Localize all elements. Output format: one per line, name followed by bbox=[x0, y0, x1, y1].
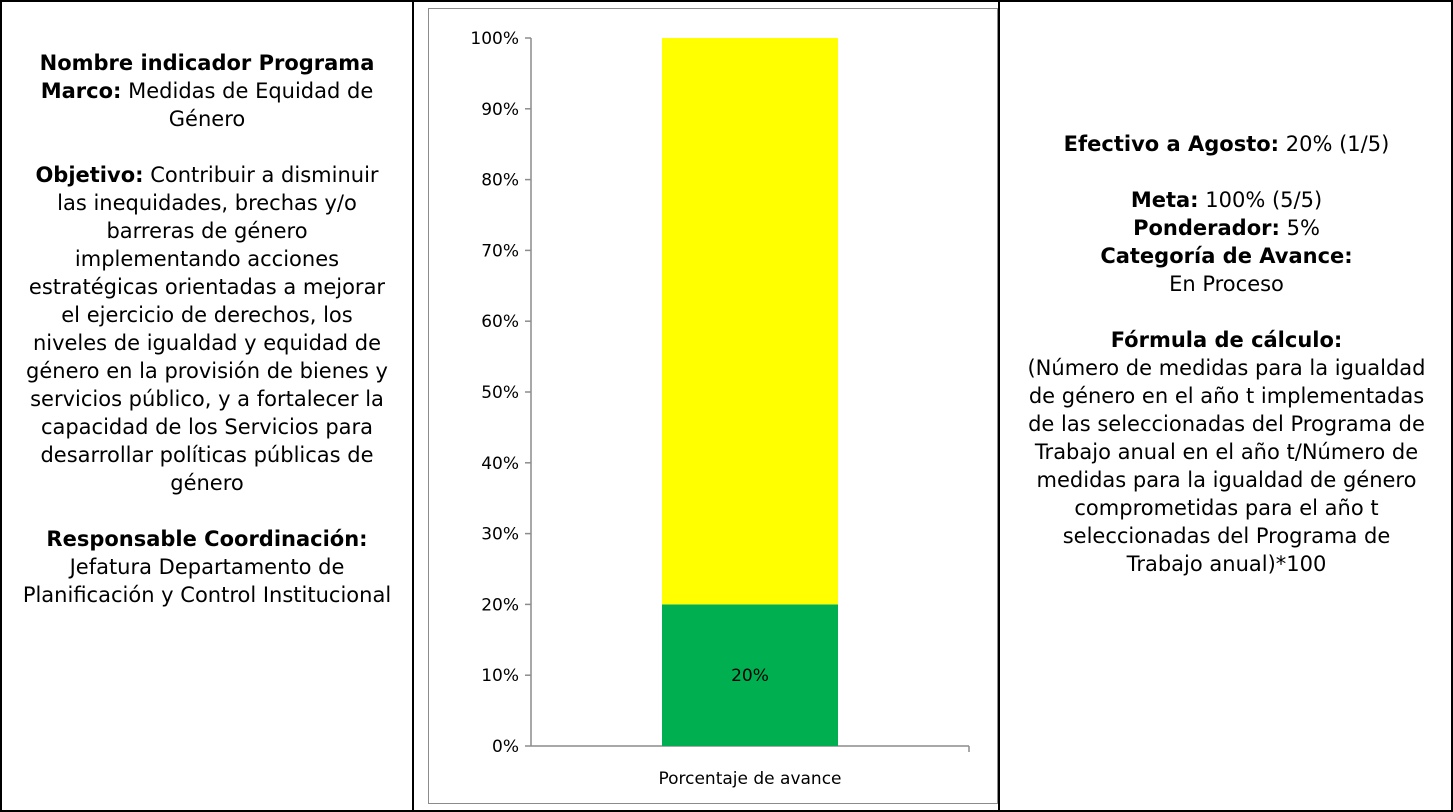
indicator-info-text: Nombre indicador Programa Marco: Medidas… bbox=[22, 49, 392, 609]
x-category-label: Porcentaje de avance bbox=[658, 769, 841, 789]
indicator-name-value: Medidas de Equidad de Género bbox=[128, 79, 374, 131]
y-tick-label: 80% bbox=[481, 171, 519, 191]
y-tick-label: 0% bbox=[492, 737, 519, 757]
y-tick-label: 100% bbox=[470, 29, 519, 49]
y-tick-label: 10% bbox=[481, 666, 519, 686]
bar-data-label: 20% bbox=[731, 666, 769, 686]
progress-chart-svg: 0% 10% 20% 30% 40% 50% 60% 70% 80% 90% 100% 20% Porc… bbox=[470, 29, 970, 789]
indicator-name-label: Nombre indicador Programa Marco: bbox=[39, 51, 375, 103]
responsible-label: Responsable Coordinación: bbox=[46, 527, 368, 551]
category-label: Categoría de Avance: bbox=[1100, 244, 1353, 268]
y-tick-label: 90% bbox=[481, 100, 519, 120]
y-tick-label: 70% bbox=[481, 241, 519, 261]
progress-chart: 0% 10% 20% 30% 40% 50% 60% 70% 80% 90% 100% 20% Porc… bbox=[428, 8, 998, 804]
goal-value: 100% (5/5) bbox=[1205, 188, 1323, 212]
chart-cell bbox=[416, 2, 1000, 810]
bar-segment-1 bbox=[662, 604, 838, 746]
y-tick-label: 20% bbox=[481, 595, 519, 615]
y-tick-label: 60% bbox=[481, 312, 519, 332]
formula-label: Fórmula de cálculo: bbox=[1110, 328, 1343, 352]
effective-label: Efectivo a Agosto: bbox=[1063, 132, 1280, 156]
y-tick-label: 30% bbox=[481, 525, 519, 545]
bar-segment-2 bbox=[662, 38, 838, 605]
objective-value: Contribuir a disminuir las inequidades, … bbox=[26, 163, 388, 495]
y-tick-label: 50% bbox=[481, 383, 519, 403]
objective-label: Objetivo: bbox=[35, 163, 144, 187]
y-tick-label: 40% bbox=[481, 454, 519, 474]
category-value: En Proceso bbox=[1169, 272, 1284, 296]
weight-value: 5% bbox=[1286, 216, 1320, 240]
indicator-metrics-cell: Efectivo a Agosto: 20% (1/5) Meta: 100% … bbox=[1002, 2, 1451, 810]
goal-label: Meta: bbox=[1130, 188, 1199, 212]
responsible-value: Jefatura Departamento de Planificación y… bbox=[22, 555, 392, 607]
indicator-metrics-text: Efectivo a Agosto: 20% (1/5) Meta: 100% … bbox=[1022, 130, 1431, 578]
weight-label: Ponderador: bbox=[1133, 216, 1280, 240]
effective-value: 20% (1/5) bbox=[1285, 132, 1390, 156]
formula-value: (Número de medidas para la igualdad de g… bbox=[1027, 356, 1426, 576]
indicator-info-cell: Nombre indicador Programa Marco: Medidas… bbox=[2, 2, 414, 810]
